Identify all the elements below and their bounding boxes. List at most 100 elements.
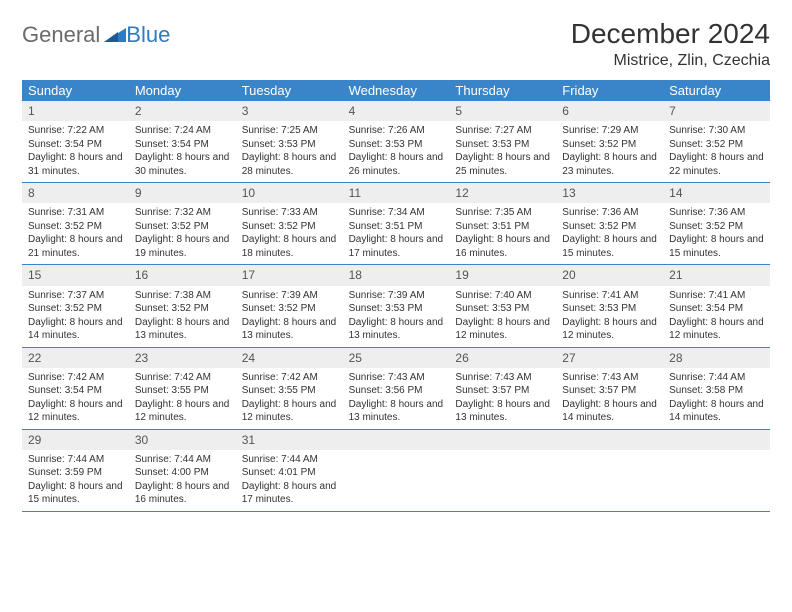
sunset-line: Sunset: 3:53 PM <box>349 302 444 316</box>
sunset-line: Sunset: 3:52 PM <box>669 138 764 152</box>
day-cell: 7Sunrise: 7:30 AMSunset: 3:52 PMDaylight… <box>663 101 770 182</box>
day-cell: 23Sunrise: 7:42 AMSunset: 3:55 PMDayligh… <box>129 348 236 429</box>
daylight-line: Daylight: 8 hours and 17 minutes. <box>242 480 337 507</box>
logo: General Blue <box>22 18 170 46</box>
week-row: 8Sunrise: 7:31 AMSunset: 3:52 PMDaylight… <box>22 183 770 265</box>
sunset-line: Sunset: 3:54 PM <box>135 138 230 152</box>
sunrise-line: Sunrise: 7:29 AM <box>562 124 657 138</box>
day-body: Sunrise: 7:44 AMSunset: 3:58 PMDaylight:… <box>663 371 770 425</box>
daylight-line: Daylight: 8 hours and 19 minutes. <box>135 233 230 260</box>
day-cell: 18Sunrise: 7:39 AMSunset: 3:53 PMDayligh… <box>343 265 450 346</box>
day-cell: 9Sunrise: 7:32 AMSunset: 3:52 PMDaylight… <box>129 183 236 264</box>
sunrise-line: Sunrise: 7:25 AM <box>242 124 337 138</box>
day-number: 19 <box>449 265 556 285</box>
daylight-line: Daylight: 8 hours and 23 minutes. <box>562 151 657 178</box>
day-number: 6 <box>556 101 663 121</box>
daylight-line: Daylight: 8 hours and 12 minutes. <box>242 398 337 425</box>
daylight-line: Daylight: 8 hours and 30 minutes. <box>135 151 230 178</box>
sunset-line: Sunset: 3:54 PM <box>28 138 123 152</box>
sunset-line: Sunset: 3:52 PM <box>28 302 123 316</box>
day-body: Sunrise: 7:34 AMSunset: 3:51 PMDaylight:… <box>343 206 450 260</box>
sunrise-line: Sunrise: 7:38 AM <box>135 289 230 303</box>
day-cell: 3 Sunrise: 7:25 AMSunset: 3:53 PMDaylight… <box>236 101 343 182</box>
day-number: 12 <box>449 183 556 203</box>
day-cell: 11Sunrise: 7:34 AMSunset: 3:51 PMDayligh… <box>343 183 450 264</box>
day-body: Sunrise: 7:29 AMSunset: 3:52 PMDaylight:… <box>556 124 663 178</box>
day-body: Sunrise: 7:43 AMSunset: 3:57 PMDaylight:… <box>556 371 663 425</box>
day-number: 29 <box>22 430 129 450</box>
day-body: Sunrise: 7:22 AMSunset: 3:54 PMDaylight:… <box>22 124 129 178</box>
day-body: Sunrise: 7:36 AMSunset: 3:52 PMDaylight:… <box>556 206 663 260</box>
day-body: Sunrise: 7:40 AMSunset: 3:53 PMDaylight:… <box>449 289 556 343</box>
day-cell: 2Sunrise: 7:24 AMSunset: 3:54 PMDaylight… <box>129 101 236 182</box>
day-cell: 29Sunrise: 7:44 AMSunset: 3:59 PMDayligh… <box>22 430 129 511</box>
sunrise-line: Sunrise: 7:37 AM <box>28 289 123 303</box>
day-cell: 26Sunrise: 7:43 AMSunset: 3:57 PMDayligh… <box>449 348 556 429</box>
sunset-line: Sunset: 3:52 PM <box>242 302 337 316</box>
day-cell: 30Sunrise: 7:44 AMSunset: 4:00 PMDayligh… <box>129 430 236 511</box>
day-number: 14 <box>663 183 770 203</box>
day-number: 25 <box>343 348 450 368</box>
sunrise-line: Sunrise: 7:43 AM <box>349 371 444 385</box>
day-cell: 31Sunrise: 7:44 AMSunset: 4:01 PMDayligh… <box>236 430 343 511</box>
empty-day-number <box>663 430 770 450</box>
day-body: Sunrise: 7:25 AMSunset: 3:53 PMDaylight:… <box>236 124 343 178</box>
sunset-line: Sunset: 3:53 PM <box>455 302 550 316</box>
calendar-body: 1 Sunrise: 7:22 AMSunset: 3:54 PMDaylight… <box>22 101 770 512</box>
day-body: Sunrise: 7:43 AMSunset: 3:57 PMDaylight:… <box>449 371 556 425</box>
day-body: Sunrise: 7:44 AMSunset: 4:00 PMDaylight:… <box>129 453 236 507</box>
sunset-line: Sunset: 3:51 PM <box>349 220 444 234</box>
day-cell: 24Sunrise: 7:42 AMSunset: 3:55 PMDayligh… <box>236 348 343 429</box>
week-row: 15Sunrise: 7:37 AMSunset: 3:52 PMDayligh… <box>22 265 770 347</box>
sunset-line: Sunset: 3:56 PM <box>349 384 444 398</box>
sunrise-line: Sunrise: 7:32 AM <box>135 206 230 220</box>
day-number: 4 <box>343 101 450 121</box>
week-row: 22Sunrise: 7:42 AMSunset: 3:54 PMDayligh… <box>22 348 770 430</box>
day-number: 15 <box>22 265 129 285</box>
day-body: Sunrise: 7:30 AMSunset: 3:52 PMDaylight:… <box>663 124 770 178</box>
daylight-line: Daylight: 8 hours and 12 minutes. <box>669 316 764 343</box>
day-header-cell: Sunday <box>22 80 129 101</box>
day-header-cell: Friday <box>556 80 663 101</box>
day-cell: 27 Sunrise: 7:43 AMSunset: 3:57 PMDayligh… <box>556 348 663 429</box>
day-number: 24 <box>236 348 343 368</box>
day-cell: 12Sunrise: 7:35 AMSunset: 3:51 PMDayligh… <box>449 183 556 264</box>
day-cell: 19 Sunrise: 7:40 AMSunset: 3:53 PMDayligh… <box>449 265 556 346</box>
day-cell: 28Sunrise: 7:44 AMSunset: 3:58 PMDayligh… <box>663 348 770 429</box>
sunrise-line: Sunrise: 7:41 AM <box>562 289 657 303</box>
sunrise-line: Sunrise: 7:44 AM <box>242 453 337 467</box>
logo-general: General <box>22 24 100 46</box>
day-cell <box>449 430 556 511</box>
sunset-line: Sunset: 3:57 PM <box>562 384 657 398</box>
day-body: Sunrise: 7:43 AMSunset: 3:56 PMDaylight:… <box>343 371 450 425</box>
daylight-line: Daylight: 8 hours and 28 minutes. <box>242 151 337 178</box>
sunrise-line: Sunrise: 7:41 AM <box>669 289 764 303</box>
daylight-line: Daylight: 8 hours and 25 minutes. <box>455 151 550 178</box>
sunrise-line: Sunrise: 7:44 AM <box>28 453 123 467</box>
empty-day-number <box>449 430 556 450</box>
sunset-line: Sunset: 3:55 PM <box>242 384 337 398</box>
day-body: Sunrise: 7:36 AMSunset: 3:52 PMDaylight:… <box>663 206 770 260</box>
logo-blue: Blue <box>126 24 170 46</box>
day-number: 3 <box>236 101 343 121</box>
day-number: 16 <box>129 265 236 285</box>
daylight-line: Daylight: 8 hours and 14 minutes. <box>28 316 123 343</box>
sunrise-line: Sunrise: 7:26 AM <box>349 124 444 138</box>
daylight-line: Daylight: 8 hours and 12 minutes. <box>28 398 123 425</box>
sunset-line: Sunset: 3:52 PM <box>562 220 657 234</box>
day-number: 27 <box>556 348 663 368</box>
daylight-line: Daylight: 8 hours and 16 minutes. <box>135 480 230 507</box>
daylight-line: Daylight: 8 hours and 31 minutes. <box>28 151 123 178</box>
day-body: Sunrise: 7:33 AMSunset: 3:52 PMDaylight:… <box>236 206 343 260</box>
day-number: 1 <box>22 101 129 121</box>
empty-day-number <box>343 430 450 450</box>
day-body: Sunrise: 7:41 AMSunset: 3:53 PMDaylight:… <box>556 289 663 343</box>
daylight-line: Daylight: 8 hours and 13 minutes. <box>242 316 337 343</box>
day-number: 18 <box>343 265 450 285</box>
daylight-line: Daylight: 8 hours and 26 minutes. <box>349 151 444 178</box>
sunrise-line: Sunrise: 7:39 AM <box>349 289 444 303</box>
day-cell: 13Sunrise: 7:36 AMSunset: 3:52 PMDayligh… <box>556 183 663 264</box>
day-body: Sunrise: 7:26 AMSunset: 3:53 PMDaylight:… <box>343 124 450 178</box>
daylight-line: Daylight: 8 hours and 17 minutes. <box>349 233 444 260</box>
sunset-line: Sunset: 3:53 PM <box>455 138 550 152</box>
